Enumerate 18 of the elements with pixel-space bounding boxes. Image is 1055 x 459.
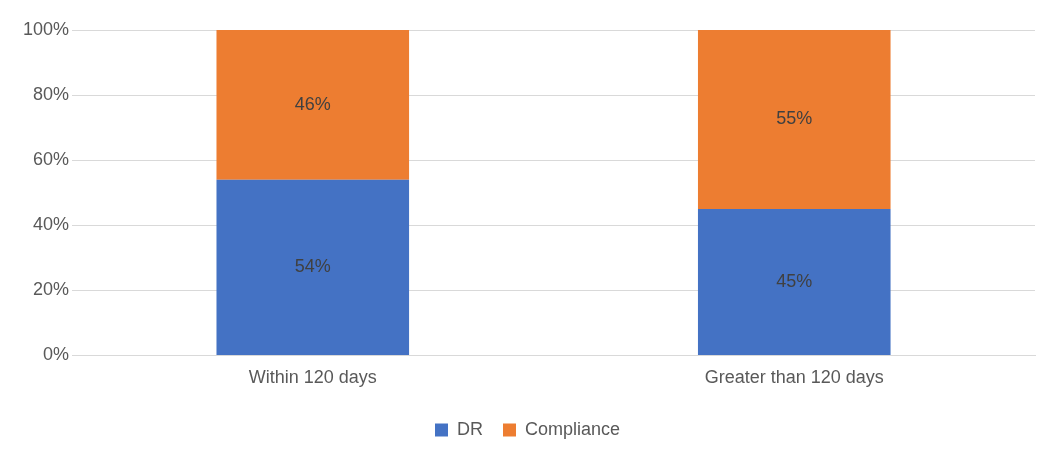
y-tick-label: 80%: [33, 84, 70, 105]
bar: [216, 179, 410, 355]
bar: [697, 30, 891, 209]
y-tick-label: 0%: [43, 344, 70, 365]
data-label: 45%: [776, 270, 813, 291]
y-tick-label: 20%: [33, 279, 70, 300]
data-label: 46%: [294, 93, 331, 114]
data-label: 55%: [776, 108, 813, 129]
y-tick-label: 40%: [33, 214, 70, 235]
y-tick-label: 100%: [22, 18, 70, 39]
legend-label: Compliance: [524, 418, 621, 439]
bar: [216, 30, 410, 180]
bar: [697, 208, 891, 355]
data-label: 54%: [294, 256, 331, 277]
legend-label: DR: [456, 418, 483, 439]
y-tick-label: 60%: [33, 149, 70, 170]
x-tick-label: Within 120 days: [248, 367, 377, 388]
x-tick-label: Greater than 120 days: [704, 367, 884, 388]
